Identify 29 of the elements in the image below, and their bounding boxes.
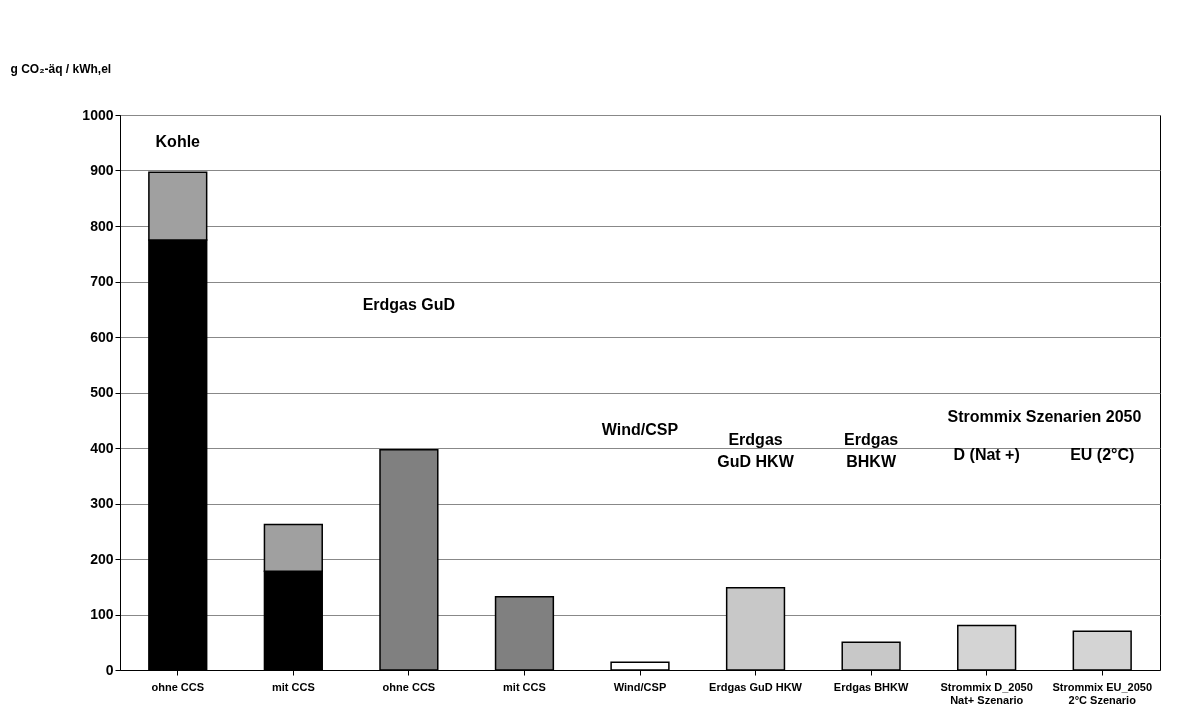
annotation: Strommix Szenarien 2050 (947, 408, 1142, 425)
x-tick-label: mit CCS (503, 680, 546, 693)
x-tick-label: Erdgas BHKW (833, 680, 910, 693)
y-tick-label: 200 (90, 550, 114, 567)
y-tick-label: 500 (90, 384, 114, 400)
x-tick-label: Strommix EU_2050 2°C Szenario (1052, 680, 1153, 706)
x-tick-label: Wind/CSP (613, 680, 667, 693)
y-axis-title: g CO₂-äq / kWh,el (10, 61, 112, 76)
x-tick-label: Erdgas GuD HKW (709, 680, 803, 693)
y-tick-label: 800 (90, 217, 114, 234)
y-tick-label: 100 (90, 606, 114, 622)
x-tick-label: ohne CCS (151, 680, 205, 693)
x-tick-label: Strommix D_2050 Nat+ Szenario (940, 680, 1033, 706)
annotation: EU (2°C) (1070, 446, 1135, 463)
annotation: Erdgas GuD HKW (717, 431, 795, 470)
annotation: D (Nat +) (953, 446, 1020, 463)
x-tick-label: mit CCS (271, 680, 315, 693)
annotation: Erdgas GuD (362, 296, 456, 313)
annotation: Erdgas BHKW (843, 431, 899, 470)
y-tick-label: 0 (105, 661, 114, 678)
y-tick-label: 700 (90, 273, 114, 289)
y-tick-label: 400 (90, 439, 114, 456)
y-tick-label: 1000 (82, 106, 114, 123)
y-tick-label: 600 (90, 328, 114, 345)
y-tick-label: 300 (90, 495, 114, 511)
annotation: Wind/CSP (601, 421, 679, 438)
x-tick-label: ohne CCS (382, 680, 436, 693)
y-tick-label: 900 (90, 162, 114, 178)
annotation: Kohle (155, 133, 201, 150)
